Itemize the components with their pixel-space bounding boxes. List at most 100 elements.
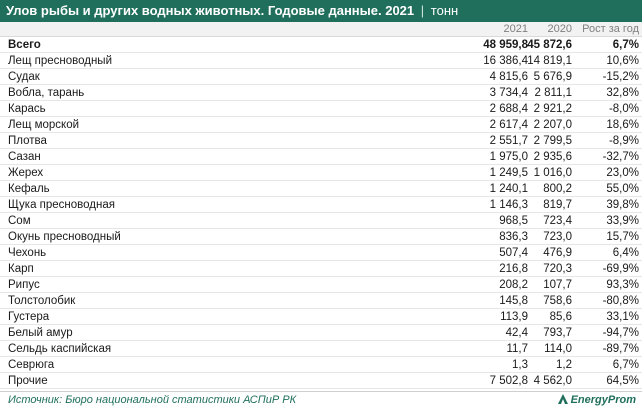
cell-growth: 55,0% [606,183,639,195]
cell-growth: -94,7% [602,327,639,339]
table-row: Кефаль 1 240,1 800,2 55,0% [0,181,642,197]
cell-2021: 208,2 [499,279,528,291]
row-name: Окунь пресноводный [8,231,121,243]
cell-growth: -80,8% [602,295,639,307]
cell-2020: 800,2 [543,183,572,195]
table-title: Улов рыбы и других водных животных. Годо… [6,3,415,18]
cell-2020: 793,7 [543,327,572,339]
cell-2020: 476,9 [543,247,572,259]
table-row: Карась 2 688,4 2 921,2 -8,0% [0,101,642,117]
cell-2021: 1 975,0 [489,151,528,163]
brand-logo: EnergyProm [557,394,636,406]
cell-2021: 11,7 [506,343,528,355]
cell-2020: 758,6 [543,295,572,307]
row-name: Вобла, тарань [8,87,85,99]
unit-label: тонн [430,3,459,18]
table-row: Белый амур 42,4 793,7 -94,7% [0,325,642,341]
cell-growth: 10,6% [606,55,639,67]
cell-2020: 2 811,1 [534,87,572,99]
table-row: Сазан 1 975,0 2 935,6 -32,7% [0,149,642,165]
cell-2020: 2 921,2 [533,103,572,115]
cell-2021: 16 386,4 [483,55,528,67]
cell-growth: 18,6% [606,119,639,131]
table-row: Судак 4 815,6 5 676,9 -15,2% [0,69,642,85]
table-row: Густера 113,9 85,6 33,1% [0,309,642,325]
cell-2021: 1 249,5 [489,167,528,179]
column-header-growth: Рост за год [582,23,639,35]
row-name: Лещ пресноводный [8,55,112,67]
title-separator: | [420,3,425,18]
cell-2020: 2 207,0 [533,119,572,131]
cell-growth: -89,7% [602,343,639,355]
table-row: Сом 968,5 723,4 33,9% [0,213,642,229]
table-header-bar: Улов рыбы и других водных животных. Годо… [0,0,642,22]
cell-growth: 93,3% [606,279,639,291]
cell-2021: 1 146,3 [489,199,528,211]
cell-2021: 113,9 [500,311,528,323]
row-name: Густера [8,311,50,323]
cell-2020: 114,0 [544,343,572,355]
cell-growth: 23,0% [606,167,639,179]
table-row: Лещ морской 2 617,4 2 207,0 18,6% [0,117,642,133]
cell-2021: 2 688,4 [489,103,528,115]
cell-2020: 4 562,0 [533,375,572,387]
cell-2021: 1 240,1 [489,183,528,195]
cell-growth: 32,8% [606,87,639,99]
cell-2021: 1,3 [512,359,528,371]
cell-2021: 145,8 [499,295,528,307]
table-row: Вобла, тарань 3 734,4 2 811,1 32,8% [0,85,642,101]
column-header-2020: 2020 [547,23,572,35]
cell-2021: 3 734,4 [489,87,528,99]
row-name: Чехонь [8,247,47,259]
cell-2021: 4 815,6 [489,71,528,83]
cell-growth: -15,2% [602,71,639,83]
cell-2020: 819,7 [543,199,572,211]
row-name: Рипус [8,279,40,291]
table-row: Щука пресноводная 1 146,3 819,7 39,8% [0,197,642,213]
row-name: Жерех [8,167,44,179]
cell-growth: -8,0% [608,103,639,115]
row-name: Судак [8,71,40,83]
row-name: Всего [8,39,41,51]
cell-growth: 33,9% [606,215,639,227]
cell-2021: 968,5 [499,215,528,227]
row-name: Карп [8,263,34,275]
cell-2020: 1,2 [556,359,572,371]
table-row: Толстолобик 145,8 758,6 -80,8% [0,293,642,309]
table-row: Окунь пресноводный 836,3 723,0 15,7% [0,229,642,245]
cell-2021: 2 617,4 [489,119,528,131]
table-row: Прочие 7 502,8 4 562,0 64,5% [0,373,642,389]
cell-2021: 42,4 [505,327,528,339]
cell-2020: 107,7 [543,279,572,291]
cell-2020: 1 016,0 [533,167,572,179]
cell-growth: -8,9% [608,135,639,147]
table-body: Всего 48 959,8 45 872,6 6,7% Лещ пресноводны… [0,37,642,389]
row-name: Сельдь каспийская [8,343,112,355]
footer: Источник: Бюро национальной статистики А… [0,391,642,411]
column-headers: 2021 2020 Рост за год [0,22,642,37]
cell-growth: -69,9% [602,263,639,275]
table-row: Жерех 1 249,5 1 016,0 23,0% [0,165,642,181]
table-row: Сельдь каспийская 11,7 114,0 -89,7% [0,341,642,357]
cell-2020: 85,6 [549,311,572,323]
cell-growth: 64,5% [606,375,639,387]
cell-2021: 7 502,8 [489,375,528,387]
cell-growth: 39,8% [606,199,639,211]
cell-2020: 45 872,6 [527,39,572,51]
row-name: Прочие [8,375,48,387]
energyprom-logo-icon [557,394,568,404]
row-name: Лещ морской [8,119,80,131]
cell-2021: 216,8 [499,263,528,275]
table-row: Плотва 2 551,7 2 799,5 -8,9% [0,133,642,149]
cell-2021: 2 551,7 [489,135,528,147]
row-name: Карась [8,103,46,115]
cell-2020: 2 935,6 [533,151,572,163]
table-row-total: Всего 48 959,8 45 872,6 6,7% [0,37,642,53]
brand-name: EnergyProm [570,394,636,406]
row-name: Сазан [8,151,41,163]
cell-growth: 33,1% [606,311,639,323]
cell-2020: 723,0 [543,231,572,243]
cell-2020: 720,3 [543,263,572,275]
table-row: Рипус 208,2 107,7 93,3% [0,277,642,293]
cell-2020: 2 799,5 [533,135,572,147]
